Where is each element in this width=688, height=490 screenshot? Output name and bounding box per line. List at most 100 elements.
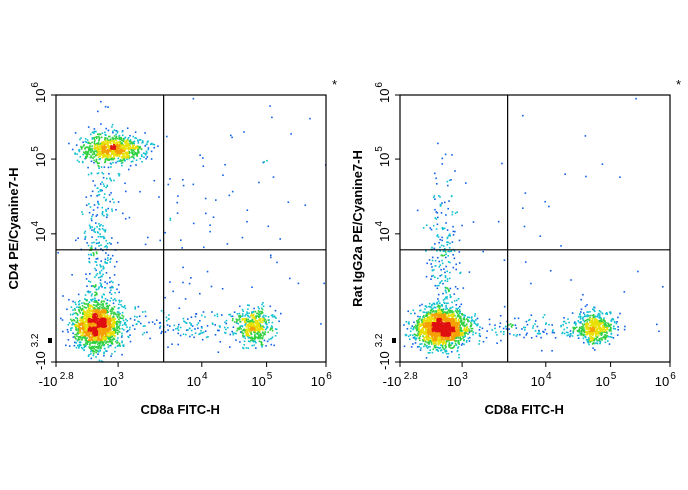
event-dot: [244, 324, 246, 326]
event-dot: [151, 321, 154, 323]
event-dot: [459, 312, 461, 314]
event-dot: [608, 330, 611, 332]
event-dot: [134, 153, 136, 155]
event-dot: [416, 346, 419, 348]
event-dot: [454, 170, 456, 172]
event-dot: [545, 323, 547, 325]
event-dot: [96, 264, 98, 266]
event-dot: [116, 311, 119, 313]
event-dot: [416, 320, 418, 322]
event-dot: [239, 326, 241, 329]
event-dot: [237, 319, 239, 321]
event-dot: [453, 337, 455, 339]
event-dot: [199, 320, 201, 322]
event-dot: [96, 272, 99, 275]
event-dot: [100, 190, 102, 192]
event-dot: [96, 347, 99, 349]
event-dot: [145, 150, 148, 153]
event-dot: [258, 330, 261, 333]
event-dot: [113, 313, 115, 316]
event-dot: [424, 336, 427, 339]
event-dot: [255, 347, 257, 349]
event-dot: [85, 330, 87, 333]
event-dot: [502, 333, 505, 335]
event-dot: [133, 154, 135, 156]
event-dot: [95, 311, 98, 313]
event-dot: [436, 346, 438, 348]
event-dot: [84, 311, 86, 313]
event-dot: [418, 323, 420, 325]
event-dot: [96, 257, 99, 260]
event-dot: [598, 332, 601, 335]
event-dot: [127, 151, 129, 154]
event-dot: [586, 341, 589, 343]
event-dot: [106, 317, 109, 320]
event-dot: [453, 346, 455, 348]
event-dot: [103, 338, 105, 341]
event-dot: [580, 329, 583, 331]
event-dot: [452, 311, 455, 313]
event-dot: [116, 149, 118, 151]
event-dot: [93, 141, 96, 143]
event-dot: [408, 321, 410, 323]
event-dot: [593, 338, 596, 341]
event-dot: [117, 147, 119, 150]
event-dot: [99, 327, 102, 329]
event-dot: [446, 180, 449, 183]
event-dot: [111, 342, 114, 344]
event-dot: [498, 325, 501, 328]
event-dot: [169, 217, 172, 220]
event-dot: [244, 329, 246, 332]
event-dot: [200, 326, 203, 328]
event-dot: [411, 334, 414, 337]
event-dot: [202, 311, 205, 313]
event-dot: [124, 218, 127, 220]
event-dot: [75, 321, 77, 324]
event-dot: [99, 319, 101, 321]
event-dot: [97, 194, 100, 196]
event-dot: [240, 330, 243, 333]
event-dot: [503, 305, 506, 308]
event-dot: [97, 327, 100, 329]
event-dot: [239, 325, 241, 328]
event-dot: [77, 328, 79, 330]
event-dot: [104, 143, 107, 146]
event-dot: [438, 302, 441, 305]
event-dot: [253, 323, 255, 326]
event-dot: [91, 329, 94, 332]
event-dot: [122, 140, 125, 143]
event-dot: [274, 328, 277, 330]
event-dot: [99, 306, 101, 308]
event-dot: [89, 206, 92, 208]
event-dot: [92, 342, 95, 344]
event-dot: [424, 319, 426, 322]
event-dot: [245, 334, 248, 337]
event-dot: [94, 130, 96, 133]
event-dot: [99, 319, 102, 322]
event-dot: [108, 173, 110, 175]
event-dot: [481, 327, 484, 330]
event-dot: [434, 318, 437, 320]
event-dot: [517, 317, 520, 320]
event-dot: [444, 251, 447, 253]
event-dot: [129, 140, 132, 143]
event-dot: [452, 315, 455, 318]
event-dot: [424, 339, 426, 342]
event-dot: [93, 227, 96, 230]
event-dot: [441, 280, 443, 282]
event-dot: [130, 156, 133, 158]
event-dot: [107, 306, 109, 309]
event-dot: [131, 155, 134, 158]
event-dot: [107, 332, 109, 335]
event-dot: [551, 324, 553, 326]
event-dot: [445, 222, 447, 224]
event-dot: [415, 337, 418, 340]
event-dot: [98, 346, 100, 348]
event-dot: [527, 319, 530, 322]
event-dot: [189, 322, 191, 324]
event-dot: [560, 325, 562, 328]
event-dot: [168, 314, 170, 316]
event-dot: [637, 270, 639, 273]
event-dot: [121, 146, 124, 149]
event-dot: [448, 289, 450, 292]
